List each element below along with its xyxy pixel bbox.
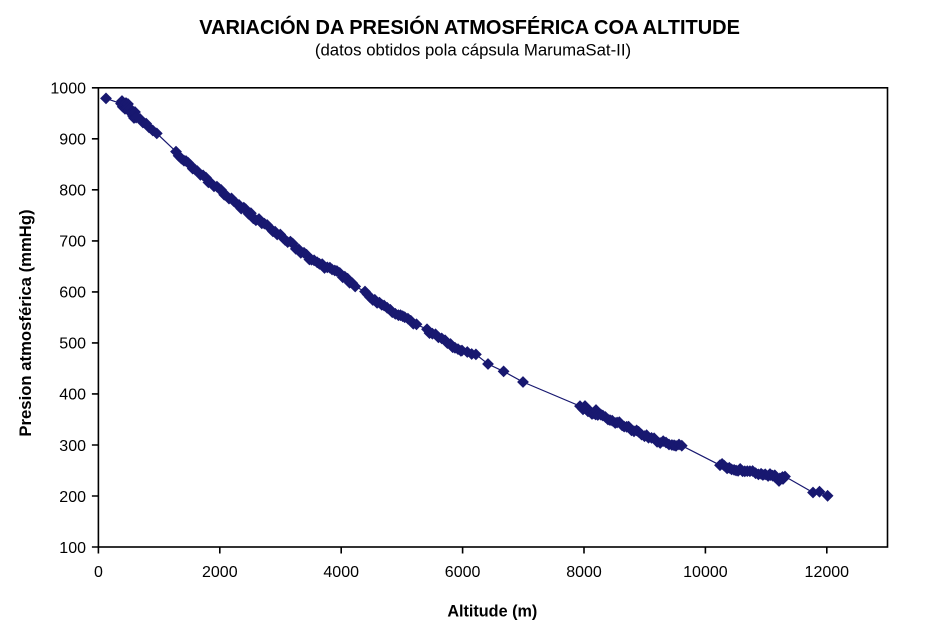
svg-text:200: 200 bbox=[59, 489, 86, 506]
svg-text:10000: 10000 bbox=[683, 564, 728, 581]
svg-text:900: 900 bbox=[59, 132, 86, 149]
svg-text:6000: 6000 bbox=[445, 564, 481, 581]
svg-text:4000: 4000 bbox=[323, 564, 359, 581]
svg-text:Altitude (m): Altitude (m) bbox=[447, 602, 537, 620]
svg-text:1000: 1000 bbox=[50, 81, 86, 98]
svg-text:2000: 2000 bbox=[202, 564, 238, 581]
svg-text:600: 600 bbox=[59, 285, 86, 302]
svg-text:12000: 12000 bbox=[805, 564, 850, 581]
svg-text:700: 700 bbox=[59, 234, 86, 251]
svg-text:VARIACIÓN DA PRESIÓN ATMOSFÉRI: VARIACIÓN DA PRESIÓN ATMOSFÉRICA COA ALT… bbox=[199, 15, 740, 39]
svg-text:400: 400 bbox=[59, 387, 86, 404]
svg-text:800: 800 bbox=[59, 183, 86, 200]
svg-text:100: 100 bbox=[59, 540, 86, 557]
svg-text:300: 300 bbox=[59, 438, 86, 455]
svg-text:500: 500 bbox=[59, 336, 86, 353]
svg-text:(datos obtidos pola cápsula Ma: (datos obtidos pola cápsula MarumaSat-II… bbox=[315, 41, 631, 60]
svg-text:0: 0 bbox=[94, 564, 103, 581]
svg-text:Presion atmosférica (mmHg): Presion atmosférica (mmHg) bbox=[16, 209, 35, 436]
svg-text:8000: 8000 bbox=[566, 564, 602, 581]
